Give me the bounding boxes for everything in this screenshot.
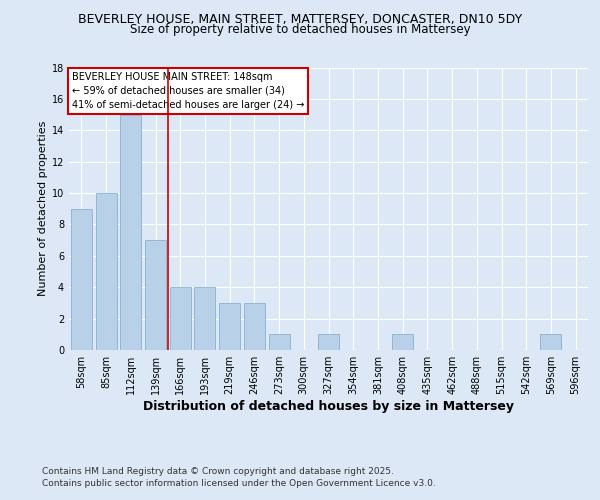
Bar: [392, 334, 413, 350]
X-axis label: Distribution of detached houses by size in Mattersey: Distribution of detached houses by size …: [143, 400, 514, 413]
Bar: [170, 287, 191, 350]
Text: BEVERLEY HOUSE MAIN STREET: 148sqm
← 59% of detached houses are smaller (34)
41%: BEVERLEY HOUSE MAIN STREET: 148sqm ← 59%…: [71, 72, 304, 110]
Bar: [145, 240, 166, 350]
Bar: [244, 303, 265, 350]
Text: Contains HM Land Registry data © Crown copyright and database right 2025.
Contai: Contains HM Land Registry data © Crown c…: [42, 468, 436, 488]
Y-axis label: Number of detached properties: Number of detached properties: [38, 121, 47, 296]
Bar: [269, 334, 290, 350]
Text: BEVERLEY HOUSE, MAIN STREET, MATTERSEY, DONCASTER, DN10 5DY: BEVERLEY HOUSE, MAIN STREET, MATTERSEY, …: [78, 12, 522, 26]
Text: Size of property relative to detached houses in Mattersey: Size of property relative to detached ho…: [130, 22, 470, 36]
Bar: [219, 303, 240, 350]
Bar: [120, 114, 141, 350]
Bar: [541, 334, 562, 350]
Bar: [71, 209, 92, 350]
Bar: [318, 334, 339, 350]
Bar: [194, 287, 215, 350]
Bar: [95, 193, 116, 350]
